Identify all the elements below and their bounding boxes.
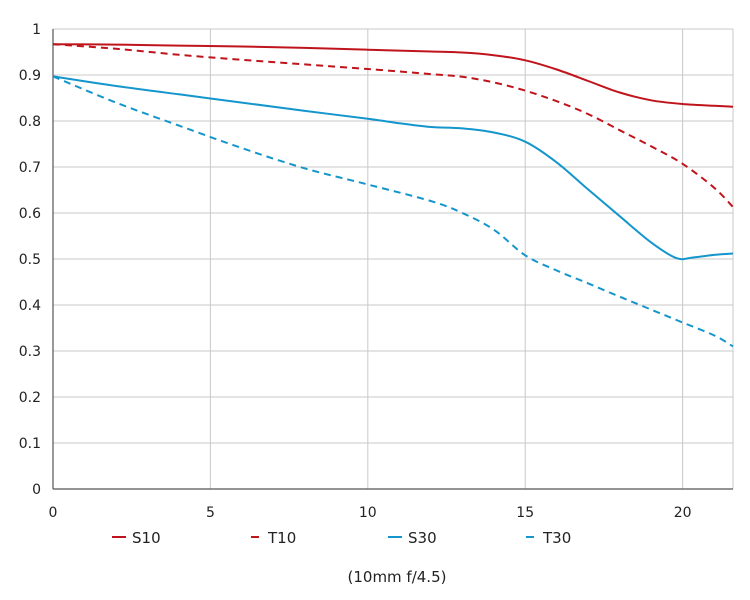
series-line-s10 (52, 43, 734, 108)
series-line-s30 (52, 75, 734, 261)
y-tick-label: 1 (32, 22, 41, 38)
y-tick-label: 0.3 (19, 344, 41, 360)
y-tick-labels: 0 0.1 0.2 0.3 0.4 0.5 0.6 0.7 0.8 0.9 1 (19, 22, 41, 498)
x-tick-label: 15 (516, 505, 534, 521)
y-tick-label: 0.5 (19, 252, 41, 268)
grid-lines (53, 28, 734, 489)
legend: S10 T10 S30 T30 (112, 529, 571, 547)
series-line-t10 (52, 43, 734, 208)
legend-label-s30: S30 (408, 529, 437, 547)
legend-label-t30: T30 (542, 529, 571, 547)
x-tick-labels: 0 5 10 15 20 (49, 505, 692, 521)
x-tick-label: 5 (206, 505, 215, 521)
y-tick-label: 0 (32, 482, 41, 498)
y-tick-label: 0.4 (19, 298, 41, 314)
axes (52, 29, 733, 490)
series-line-t30 (52, 75, 734, 348)
y-tick-label: 0.2 (19, 390, 41, 406)
legend-label-s10: S10 (132, 529, 161, 547)
y-tick-label: 0.6 (19, 206, 41, 222)
y-tick-label: 0.1 (19, 436, 41, 452)
x-tick-label: 10 (359, 505, 377, 521)
legend-label-t10: T10 (267, 529, 296, 547)
series-lines (52, 43, 734, 348)
x-tick-label: 0 (49, 505, 58, 521)
x-tick-label: 20 (674, 505, 692, 521)
y-tick-label: 0.8 (19, 114, 41, 130)
chart-caption: (10mm f/4.5) (348, 568, 447, 586)
y-tick-label: 0.7 (19, 160, 41, 176)
y-tick-label: 0.9 (19, 68, 41, 84)
